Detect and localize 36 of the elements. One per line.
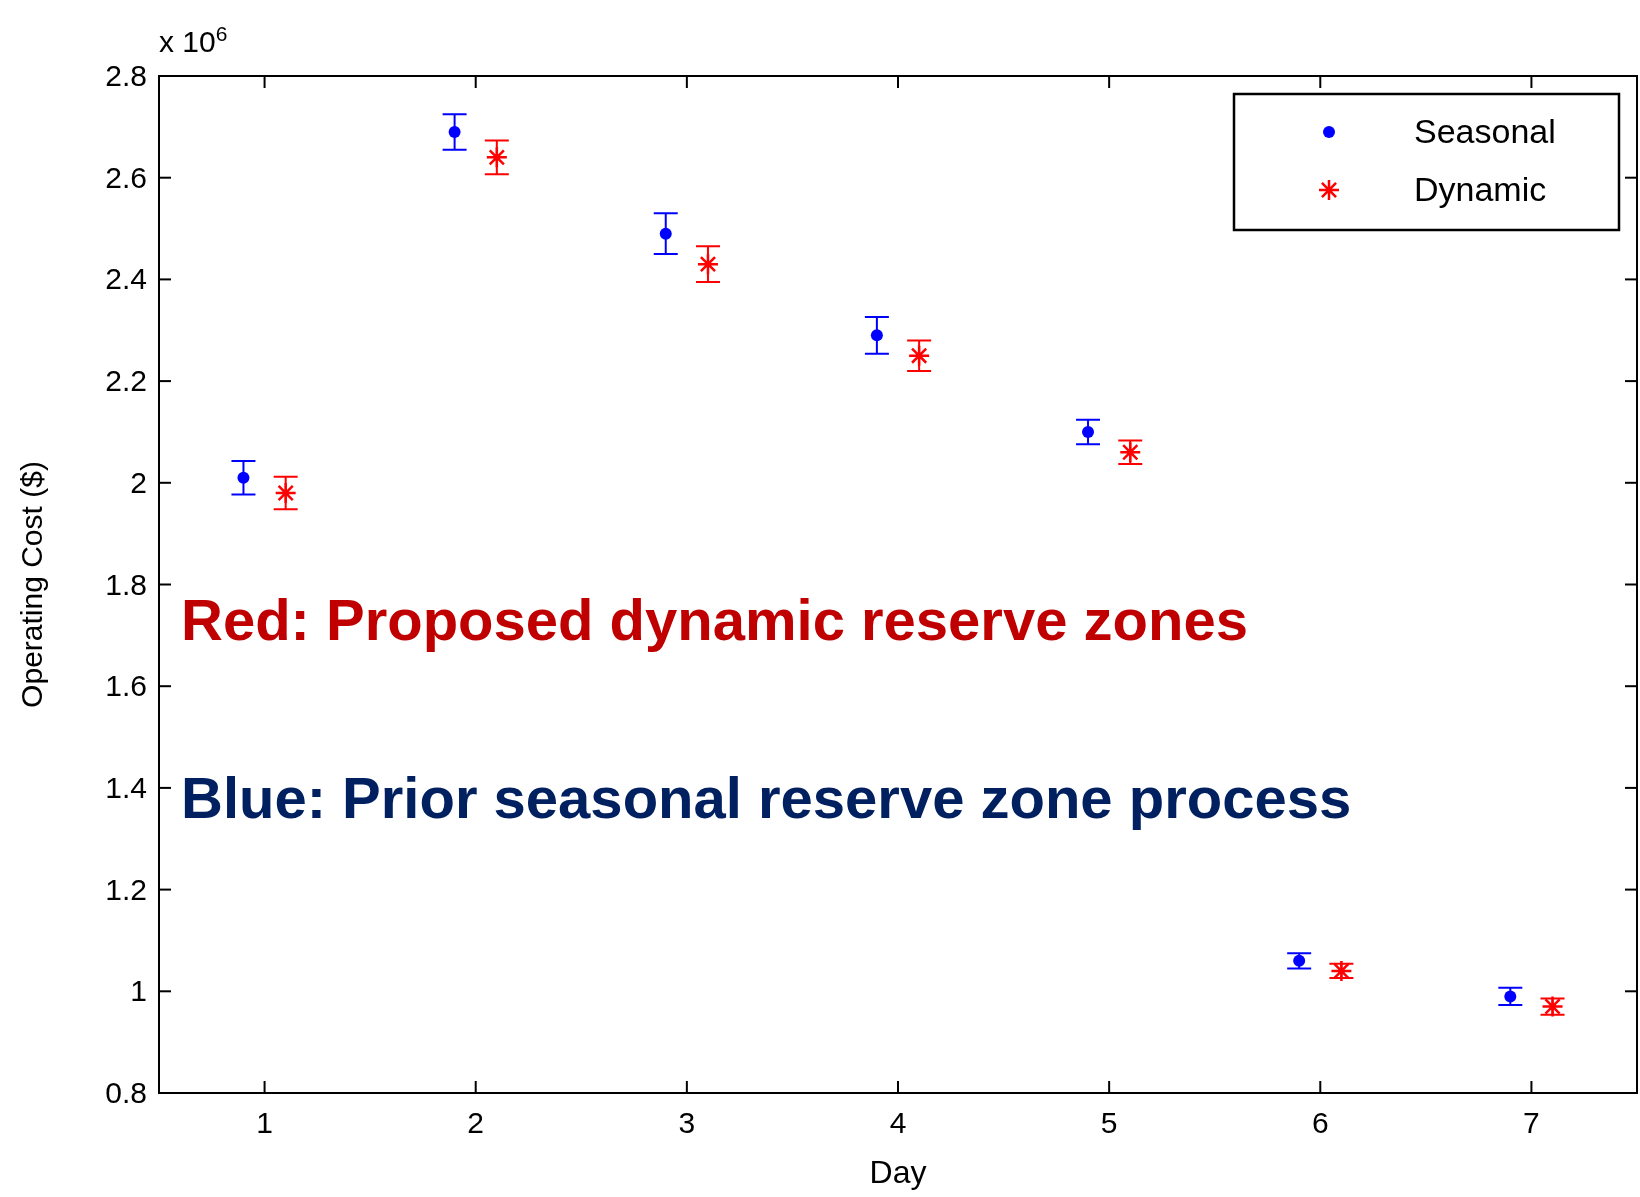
point	[696, 252, 720, 276]
x-tick-label: 6	[1311, 1106, 1329, 1139]
y-tick-label: 1.8	[105, 567, 147, 601]
y-tick-label: 1	[130, 974, 147, 1008]
point	[1082, 425, 1095, 438]
x-tick-label: 7	[1523, 1106, 1540, 1139]
point	[274, 481, 297, 505]
y-tick-label: 2.2	[105, 364, 147, 398]
y-tick-label: 1.4	[105, 770, 147, 804]
legend-label: Seasonal	[1414, 112, 1556, 150]
y-tick-label: 1.6	[105, 669, 147, 703]
point	[448, 125, 461, 138]
x-tick-label: 3	[678, 1106, 696, 1139]
y-tick-label: 2.8	[105, 59, 147, 92]
point	[1293, 954, 1306, 967]
point	[237, 471, 250, 484]
point	[659, 227, 672, 240]
point	[1504, 990, 1517, 1003]
text: x 10$^{6}$	[159, 21, 228, 58]
y-tick-label: 2	[130, 465, 147, 499]
annotation: Blue: Prior seasonal reserve zone process	[181, 765, 1352, 830]
y-tick-label: 2.4	[105, 262, 147, 296]
x-tick-label: 5	[1100, 1106, 1118, 1139]
point	[870, 329, 883, 342]
x-tick-label: 1	[256, 1106, 273, 1139]
x-tick-label: 4	[889, 1106, 907, 1139]
x-tick-label: 2	[467, 1106, 485, 1139]
y-tick-label: 0.8	[105, 1076, 147, 1109]
y-axis-title: Operating Cost ($)	[15, 461, 48, 708]
annotation: Red: Proposed dynamic reserve zones	[181, 587, 1248, 652]
x-axis-title: Day	[869, 1154, 927, 1190]
y-tick-label: 1.2	[105, 872, 147, 906]
legend-label: Dynamic	[1414, 170, 1547, 208]
point	[907, 344, 931, 367]
point	[485, 146, 509, 169]
y-tick-label: 2.6	[105, 160, 147, 194]
